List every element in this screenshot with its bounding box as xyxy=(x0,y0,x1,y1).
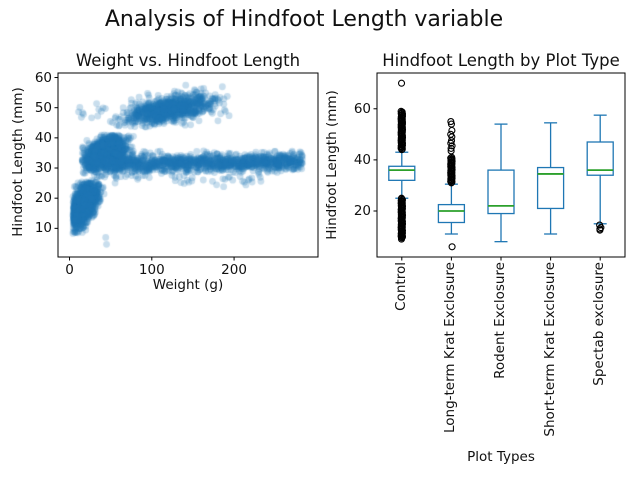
scatter-x-tick-label: 0 xyxy=(65,262,74,278)
scatter-title: Weight vs. Hindfoot Length xyxy=(75,51,301,70)
scatter-y-tick-label: 20 xyxy=(34,190,52,207)
outlier-flier xyxy=(447,154,455,162)
boxplot-title: Hindfoot Length by Plot Type xyxy=(382,51,620,70)
box-iqr xyxy=(487,169,515,215)
box-iqr xyxy=(437,203,466,224)
outlier-flier xyxy=(596,225,604,233)
scatter-axes-spines xyxy=(57,72,319,258)
boxplot-xlabel: Plot Types xyxy=(467,449,535,465)
boxplot-ylabel: Hindfoot Length (mm) xyxy=(324,90,340,240)
outlier-flier xyxy=(448,126,456,135)
boxplot-category-label: Spectab exclosure xyxy=(591,262,608,386)
outlier-flier xyxy=(447,118,455,126)
outlier-flier xyxy=(447,147,455,155)
boxplot-y-tick-label: 40 xyxy=(353,151,371,168)
boxplot-category-label: Rodent Exclosure xyxy=(492,262,508,379)
outlier-flier xyxy=(397,109,405,118)
outlier-flier xyxy=(397,107,405,115)
outlier-flier xyxy=(397,79,406,87)
scatter-x-tick-label: 100 xyxy=(138,262,165,278)
outlier-flier xyxy=(398,233,407,241)
outlier-flier xyxy=(448,243,456,251)
outlier-flier xyxy=(447,130,455,138)
boxplot-category-label: Long-term Krat Exclosure xyxy=(442,262,459,434)
boxplot-category-label: Short-term Krat Exclosure xyxy=(541,262,558,437)
figure-suptitle: Analysis of Hindfoot Length variable xyxy=(104,7,504,32)
scatter-ylabel: Hindfoot Length (mm) xyxy=(10,87,26,237)
scatter-x-tick-label: 200 xyxy=(221,262,247,278)
scatter-y-tick-label: 60 xyxy=(34,69,52,86)
boxplot-y-tick-label: 60 xyxy=(353,100,371,117)
outlier-flier xyxy=(397,194,406,202)
scatter-y-tick-label: 30 xyxy=(34,160,52,177)
scatter-y-tick-label: 40 xyxy=(34,129,52,146)
outlier-flier xyxy=(596,221,604,229)
scatter-y-tick-label: 50 xyxy=(34,99,52,116)
scatter-xlabel: Weight (g) xyxy=(152,277,224,293)
box-iqr xyxy=(388,165,416,181)
boxplot-category-label: Control xyxy=(392,262,409,311)
scatter-y-tick-label: 10 xyxy=(34,220,52,237)
boxplot-y-tick-label: 20 xyxy=(353,203,371,219)
